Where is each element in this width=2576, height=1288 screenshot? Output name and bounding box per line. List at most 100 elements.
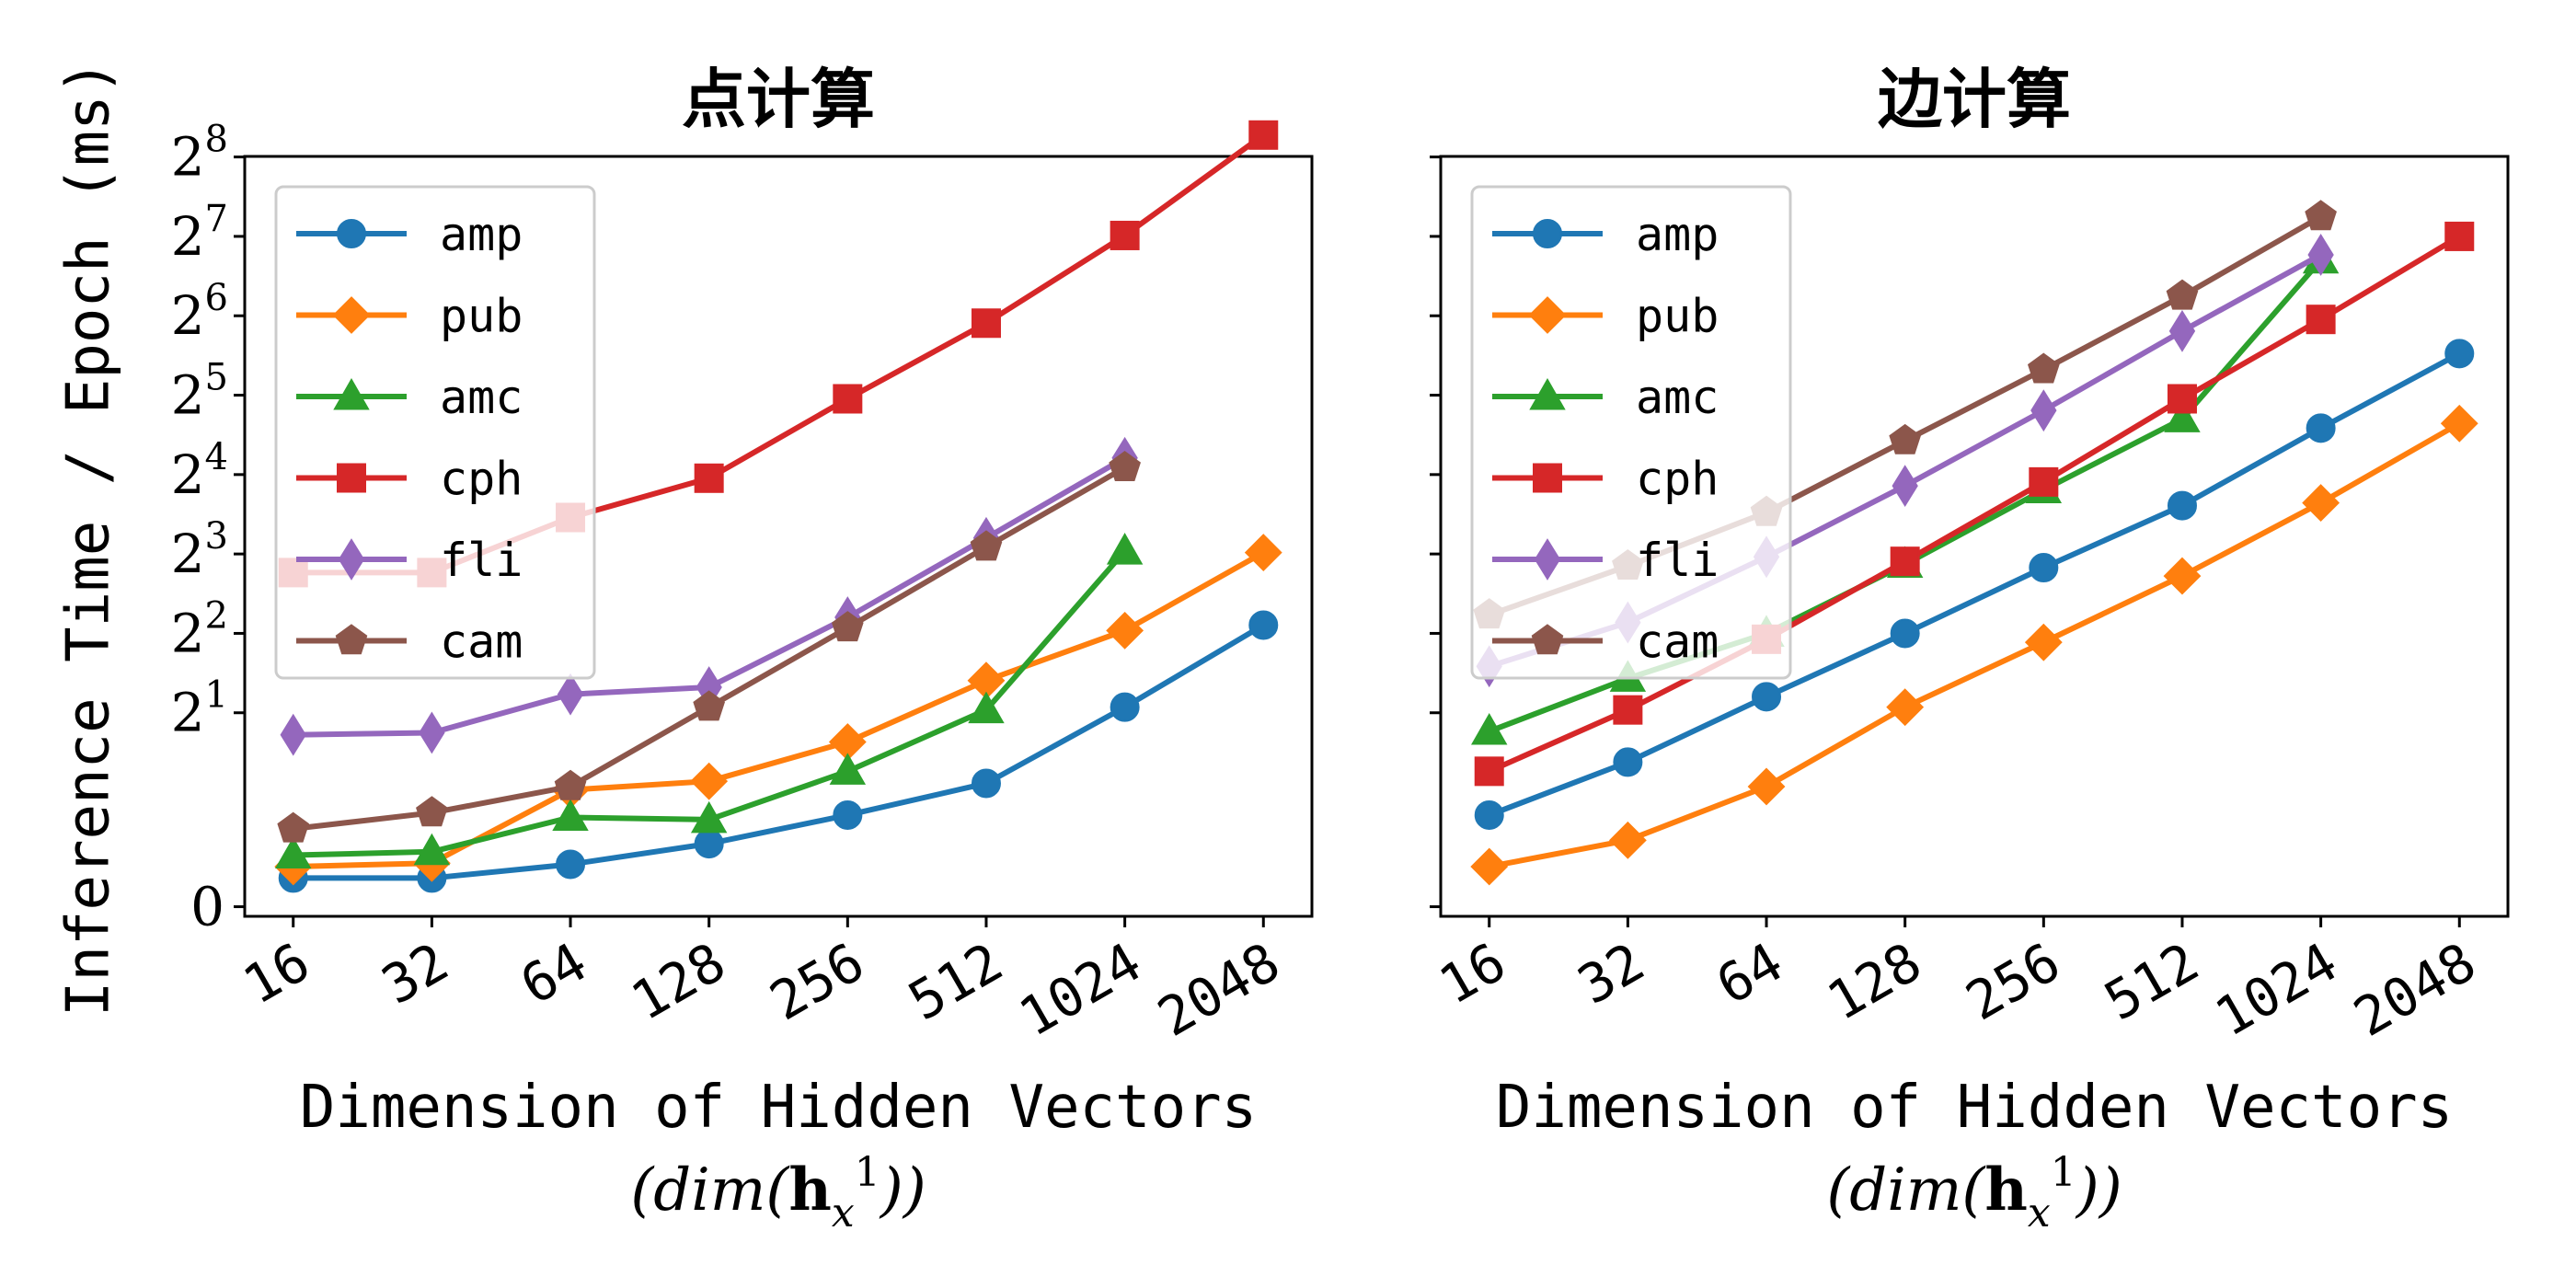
- y-tick-label: 24: [171, 436, 228, 506]
- x-tick-label: 1024: [1009, 930, 1152, 1049]
- y-ticks: 0 21 22 23 24 25 26 27 28: [171, 119, 245, 938]
- y-axis-label: Inference Time / Epoch (ms): [55, 60, 123, 1017]
- data-point-amc: [552, 799, 589, 831]
- series-line-pub: [1489, 420, 2461, 869]
- data-point-cph: [2167, 384, 2197, 414]
- legend-entry-pub: pub: [296, 290, 523, 343]
- data-point-cph: [1248, 120, 1279, 150]
- data-point-amp: [2306, 413, 2336, 443]
- x-tick-label: 2048: [2343, 930, 2486, 1049]
- data-point-amp: [556, 849, 586, 880]
- data-point-amp: [2167, 490, 2197, 521]
- legend-entry-fli: fli: [296, 534, 523, 587]
- data-point-cph: [833, 384, 863, 414]
- data-point-cph: [1890, 546, 1920, 577]
- y-tick-label: 25: [171, 357, 228, 427]
- x-tick-label: 512: [898, 930, 1013, 1032]
- legend-label: fli: [1636, 534, 1719, 587]
- data-point-amp: [1110, 692, 1140, 722]
- y-tick-label: 23: [171, 515, 228, 585]
- data-point-amp: [833, 799, 863, 830]
- data-point-cph: [2306, 305, 2336, 335]
- data-point-amc: [1106, 533, 1144, 565]
- data-point-pub: [1470, 847, 1509, 886]
- x-tick-label: 16: [233, 930, 319, 1017]
- data-point-cam: [277, 811, 310, 843]
- x-axis-sublabel: (dim(hx1)): [1826, 1149, 2122, 1236]
- legend-marker: [333, 377, 370, 410]
- data-point-fli: [557, 673, 584, 716]
- legend-marker: [338, 538, 365, 581]
- legend-label: fli: [440, 534, 523, 587]
- data-point-cph: [2029, 466, 2059, 497]
- series-pub: [1470, 404, 2478, 886]
- x-axis-label: Dimension of Hidden Vectors: [1496, 1074, 2453, 1142]
- legend-entry-cam: cam: [1492, 615, 1719, 669]
- data-point-cph: [1110, 220, 1140, 250]
- y-tick-label: 26: [171, 277, 228, 347]
- x-tick-label: 32: [1568, 930, 1654, 1017]
- legend-entry-amc: amc: [1492, 371, 1719, 424]
- legend-marker: [1531, 624, 1564, 655]
- legend-label: amc: [440, 371, 523, 424]
- data-point-cam: [2027, 352, 2060, 384]
- data-point-fli: [2030, 389, 2057, 432]
- legend-label: cph: [1636, 453, 1719, 506]
- data-point-cam: [831, 611, 864, 642]
- legend-label: cam: [1636, 615, 1719, 669]
- x-tick-label: 256: [760, 930, 875, 1032]
- x-tick-label: 16: [1429, 930, 1515, 1017]
- legend-entry-amp: amp: [1492, 208, 1719, 261]
- data-point-cam: [1109, 451, 1141, 482]
- data-point-cam: [554, 769, 587, 800]
- data-point-pub: [2024, 623, 2063, 661]
- data-point-cam: [1889, 423, 1922, 454]
- data-point-pub: [2163, 557, 2202, 595]
- data-point-amc: [690, 800, 728, 834]
- chart-panel-left: 点计算 Dimension of Hidden Vectors (dim(hx1…: [171, 62, 1314, 1236]
- legend-marker: [1534, 538, 1561, 581]
- y-tick-label: 22: [171, 594, 228, 664]
- legend-label: amc: [1636, 371, 1719, 424]
- series-line-amp: [293, 622, 1265, 881]
- legend-label: cph: [440, 453, 523, 506]
- x-tick-label: 64: [511, 930, 597, 1017]
- data-point-cam: [970, 530, 1003, 561]
- legend-label: pub: [1636, 290, 1719, 343]
- data-point-pub: [1608, 821, 1647, 859]
- data-point-fli: [419, 711, 445, 754]
- legend: amp pub amc cph fli cam: [274, 185, 596, 680]
- x-tick-label: 128: [1817, 930, 1932, 1032]
- data-point-amc: [1471, 712, 1508, 745]
- series-line-pub: [293, 549, 1265, 869]
- chart-title: 边计算: [1878, 62, 2071, 137]
- legend-entry-fli: fli: [1492, 534, 1719, 587]
- x-tick-label: 2048: [1147, 930, 1290, 1049]
- data-point-cam: [693, 690, 726, 721]
- y-tick-label: 21: [171, 674, 228, 744]
- data-point-pub: [1106, 611, 1144, 650]
- y-tick-label: 27: [171, 198, 228, 268]
- y-tick-label: 0: [190, 876, 224, 938]
- y-tick-label: 28: [171, 119, 228, 189]
- data-point-fli: [1892, 465, 1918, 507]
- data-point-cam: [2166, 279, 2199, 310]
- data-point-amc: [413, 833, 451, 866]
- data-point-cam: [2305, 200, 2337, 231]
- data-point-amc: [2164, 400, 2201, 432]
- legend-box: [274, 185, 596, 680]
- data-point-fli: [2307, 234, 2334, 276]
- data-point-amp: [2029, 553, 2059, 583]
- data-point-cam: [416, 796, 448, 827]
- legend-entry-cam: cam: [296, 615, 523, 669]
- x-tick-label: 256: [1956, 930, 2071, 1032]
- chart-title: 点计算: [682, 62, 875, 137]
- data-point-cph: [1474, 756, 1504, 787]
- legend-marker: [332, 296, 371, 334]
- data-point-pub: [1886, 688, 1925, 727]
- data-point-pub: [1244, 534, 1282, 572]
- legend: amp pub amc cph fli cam: [1470, 185, 1792, 680]
- data-point-fli: [2168, 309, 2196, 352]
